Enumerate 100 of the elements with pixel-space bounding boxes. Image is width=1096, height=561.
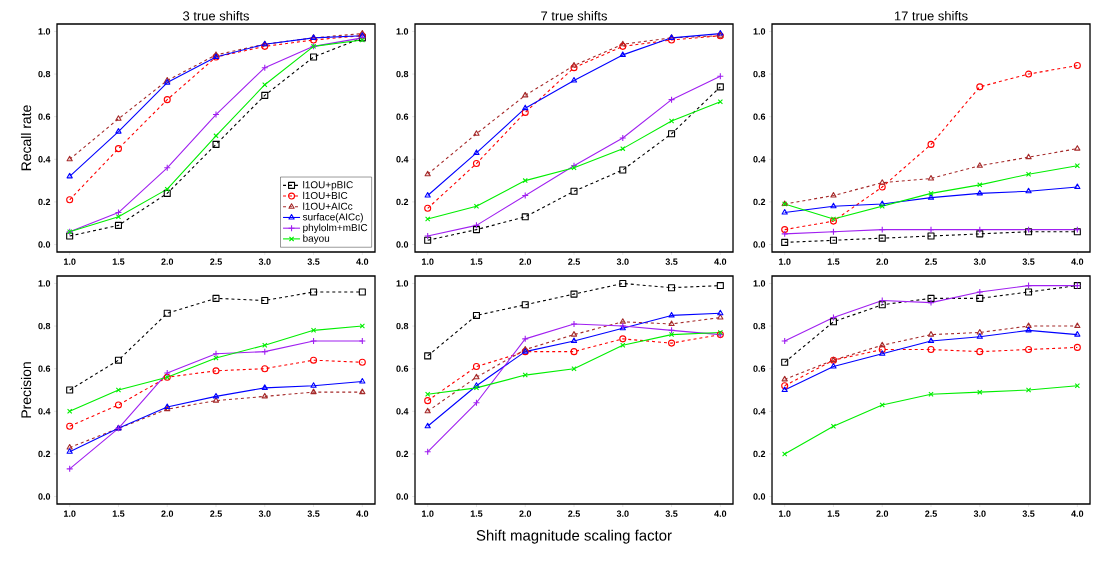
point — [310, 327, 317, 333]
point — [620, 145, 626, 152]
x-tick-label: 3.5 — [665, 258, 678, 265]
point — [66, 196, 74, 204]
point — [570, 290, 578, 298]
point — [1073, 62, 1081, 70]
point — [359, 388, 366, 395]
y-tick-label: 0.2 — [38, 198, 51, 206]
y-tick-label: 0.4 — [753, 408, 766, 415]
x-tick-label: 1.5 — [470, 510, 483, 517]
x-tick-label: 3.5 — [1022, 510, 1035, 517]
x-tick-label: 3.5 — [1022, 258, 1035, 265]
point — [521, 301, 529, 309]
point — [781, 358, 789, 366]
point — [522, 372, 528, 378]
x-tick-label: 1.5 — [470, 258, 483, 265]
point — [66, 155, 73, 162]
y-tick-label: 0.8 — [396, 70, 409, 78]
point — [927, 174, 935, 181]
point — [928, 391, 934, 397]
x-tick-label: 2.5 — [568, 510, 580, 517]
y-tick-label: 0.2 — [396, 450, 409, 458]
point — [619, 51, 626, 57]
y-tick-label: 0.6 — [38, 365, 51, 372]
chart-title: 17 true shifts — [894, 10, 968, 21]
x-tick-label: 2.0 — [519, 510, 532, 517]
point — [473, 203, 480, 209]
point — [114, 221, 122, 229]
point — [310, 36, 318, 44]
x-tick-label: 4.0 — [356, 510, 369, 517]
point — [976, 230, 984, 238]
x-tick-label: 2.0 — [876, 258, 889, 265]
y-tick-label: 0.2 — [396, 198, 409, 206]
point — [163, 189, 171, 197]
y-tick-label: 1.0 — [38, 28, 51, 35]
point — [571, 366, 577, 372]
y-tick-label: 0.6 — [753, 365, 766, 372]
point — [1025, 322, 1032, 329]
legend-label: l1OU+AICc — [303, 202, 353, 210]
point — [668, 339, 676, 347]
point — [717, 314, 724, 320]
legend-label: l1OU+pBIC — [303, 181, 353, 191]
point — [668, 284, 676, 292]
x-tick-label: 2.0 — [876, 510, 889, 517]
x-tick-label: 4.0 — [1071, 510, 1084, 517]
point — [976, 189, 983, 196]
x-tick-label: 3.0 — [973, 510, 986, 517]
point — [878, 234, 886, 242]
point — [261, 384, 268, 390]
point — [163, 369, 171, 377]
point — [1025, 70, 1033, 78]
x-tick-label: 2.0 — [161, 510, 174, 517]
point — [570, 64, 578, 72]
x-tick-label: 2.5 — [210, 258, 222, 265]
y-tick-label: 1.0 — [753, 280, 766, 287]
point — [927, 337, 935, 344]
point — [927, 232, 935, 240]
point — [310, 382, 317, 388]
point — [976, 294, 984, 302]
point — [976, 162, 983, 168]
chart-title: 3 true shifts — [183, 10, 249, 21]
x-tick-label: 3.5 — [307, 510, 320, 517]
point — [66, 422, 74, 430]
x-tick-label: 3.0 — [616, 510, 629, 517]
point — [668, 130, 676, 138]
y-tick-label: 0.8 — [753, 70, 766, 78]
point — [570, 331, 578, 337]
y-tick-label: 0.6 — [396, 113, 409, 120]
y-tick-label: 0.0 — [396, 241, 409, 248]
chart-title: 7 true shifts — [541, 10, 608, 21]
point — [212, 140, 220, 148]
x-axis-title: Shift magnitude scaling factor — [476, 529, 672, 544]
point — [424, 397, 432, 405]
point — [570, 187, 578, 195]
point — [976, 328, 983, 335]
point — [976, 288, 984, 296]
point — [66, 386, 74, 394]
point — [976, 333, 983, 339]
point — [261, 392, 268, 399]
x-tick-label: 3.0 — [973, 258, 986, 265]
y-tick-label: 0.6 — [396, 365, 409, 372]
point — [830, 363, 837, 369]
point — [1025, 387, 1032, 393]
y-tick-label: 0.8 — [753, 322, 766, 330]
point — [262, 82, 268, 88]
x-tick-label: 3.5 — [307, 258, 320, 265]
point — [472, 311, 480, 319]
legend-label: phylolm+mBIC — [303, 223, 368, 234]
point — [213, 133, 219, 139]
x-tick-label: 1.0 — [779, 510, 791, 517]
point — [115, 387, 122, 393]
x-tick-label: 2.5 — [925, 510, 937, 517]
x-tick-label: 1.5 — [112, 510, 125, 517]
point — [261, 91, 269, 99]
x-tick-label: 4.0 — [356, 258, 369, 265]
point — [716, 282, 724, 290]
point — [473, 149, 480, 155]
point — [424, 170, 431, 177]
y-tick-label: 0.6 — [753, 113, 766, 120]
point — [522, 91, 529, 98]
